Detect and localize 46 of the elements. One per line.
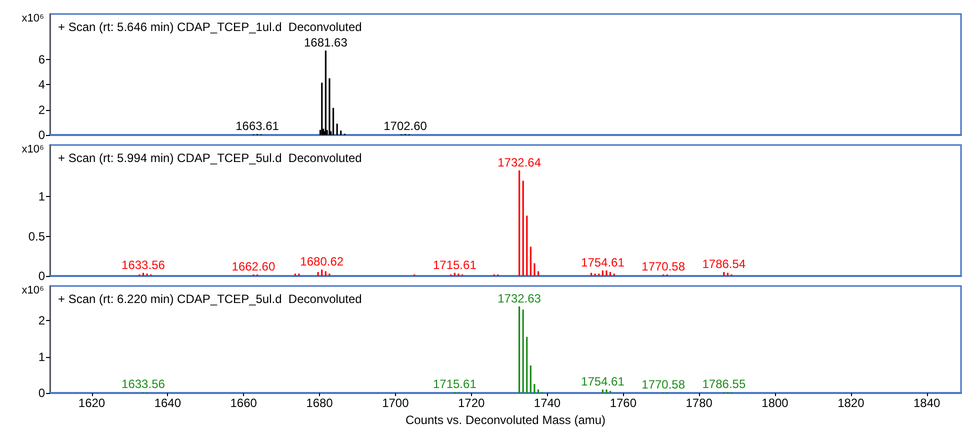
annotation: 1786.54: [702, 257, 746, 272]
annotation: 1732.64: [498, 155, 542, 170]
x-axis-title: Counts vs. Deconvoluted Mass (amu): [405, 413, 606, 427]
annotation: 1663.61: [236, 118, 280, 133]
y-tick-label: 0: [38, 269, 46, 283]
y-tick-label: 2: [38, 313, 46, 328]
x-tick-label: 1640: [154, 396, 182, 410]
text: + Scan (rt: 6.220 min) CDAP_TCEP_5ul.d Deconvoluted: [58, 292, 362, 306]
annotation: 1732.63: [498, 291, 542, 306]
x-tick-label: 1720: [458, 396, 486, 410]
y-tick-label: 2: [38, 102, 46, 117]
y-tick-label: 6: [38, 52, 46, 66]
y-axis-title: x10⁶: [22, 12, 44, 24]
annotation: 1770.58: [642, 259, 686, 274]
y-axis-title: x10⁶: [22, 284, 44, 296]
annotation: 1680.62: [300, 254, 344, 269]
annotation: 1754.61: [581, 255, 625, 270]
annotation: 1662.60: [232, 259, 276, 274]
annotation: 1786.55: [702, 377, 746, 392]
x-tick-label: 1780: [686, 396, 713, 410]
y-tick-label: 1: [38, 190, 46, 204]
y-tick-label: 0: [38, 386, 46, 400]
x-tick-label: 1660: [230, 396, 258, 410]
annotation: 1702.60: [384, 118, 428, 133]
text: + Scan (rt: 5.994 min) CDAP_TCEP_5ul.d Deconvoluted: [58, 151, 362, 165]
x-tick-label: 1620: [78, 396, 106, 410]
annotation: 1754.61: [581, 374, 625, 388]
annotation: 1715.61: [432, 258, 477, 272]
x-tick-label: 1680: [306, 396, 334, 410]
y-tick-label: 1: [38, 350, 46, 364]
annotation: 1770.58: [642, 377, 686, 392]
x-tick-label: 1820: [838, 396, 865, 410]
x-tick-label: 1840: [913, 396, 941, 410]
x-tick-label: 1700: [382, 396, 410, 410]
y-tick-label: 0: [38, 128, 46, 142]
y-axis-title: x10⁶: [22, 144, 44, 156]
annotation: 1633.56: [122, 377, 166, 392]
annotation: 1681.63: [304, 36, 348, 50]
y-tick-label: 0.5: [28, 229, 46, 244]
text: + Scan (rt: 5.646 min) CDAP_TCEP_1ul.d Deconvoluted: [58, 20, 362, 34]
x-tick-label: 1760: [610, 396, 637, 410]
x-tick-label: 1740: [534, 396, 561, 410]
x-tick-label: 1800: [762, 396, 789, 410]
annotation: 1715.61: [432, 377, 477, 392]
annotation: 1633.56: [122, 258, 166, 272]
y-tick-label: 4: [38, 78, 46, 92]
